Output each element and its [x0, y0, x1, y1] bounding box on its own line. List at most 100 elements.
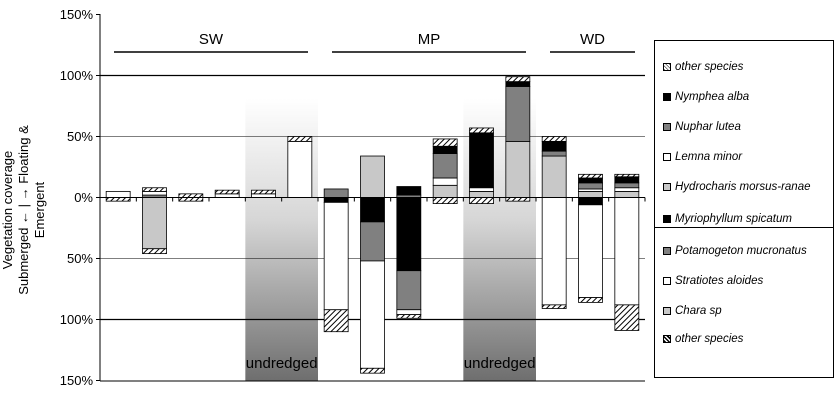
shaded-region-label-1: undredged: [246, 355, 318, 372]
bar-segment: [323, 197, 349, 203]
y-tick-label: 50%: [67, 251, 93, 266]
bar-segment: [541, 150, 567, 157]
bar-segment: [469, 132, 494, 189]
y-tick-label: 100%: [60, 312, 94, 327]
legend: other species Nymphea alba Nuphar lutea Lem…: [654, 40, 834, 378]
bar-segment: [541, 197, 567, 306]
bar-segment: [505, 197, 531, 202]
legend-item: Myriophyllum spicatum: [663, 211, 792, 227]
bar-segment: [214, 189, 240, 195]
bar-segment: [469, 190, 494, 198]
y-tick-label: 150%: [60, 373, 94, 388]
bar-segment: [614, 304, 640, 331]
bar-segment: [105, 190, 131, 198]
bar-segment: [469, 187, 494, 192]
bar-segment: [469, 197, 494, 204]
bar-segment: [360, 367, 385, 374]
y-tick-label: 150%: [60, 7, 94, 22]
bar-segment: [178, 197, 204, 202]
bar-segment: [614, 187, 640, 192]
legend-label: Chara sp: [675, 305, 722, 317]
legend-item: other species: [663, 331, 743, 347]
y-tick-label: 50%: [67, 129, 93, 144]
bar-segment: [578, 190, 603, 198]
bar-segment: [469, 127, 494, 134]
bar-segment: [323, 188, 349, 198]
bar-segment: [614, 190, 640, 198]
group-label-mp: MP: [418, 31, 441, 48]
shaded-region-1: [245, 60, 318, 381]
legend-item: Nuphar lutea: [663, 119, 741, 135]
bar-segment: [432, 177, 458, 186]
bar-segment: [505, 81, 531, 87]
bar-segment: [214, 193, 240, 198]
legend-label: Potamogeton mucronatus: [675, 245, 807, 257]
legend-swatch: [663, 93, 671, 101]
bar-segment: [142, 187, 167, 192]
bar-segment: [505, 140, 531, 198]
group-label-wd: WD: [580, 31, 605, 48]
bar-segment: [360, 155, 385, 198]
legend-label: Myriophyllum spicatum: [675, 213, 792, 225]
legend-item: Stratiotes aloides: [663, 273, 763, 289]
bar-segment: [578, 182, 603, 190]
bar-segment: [578, 297, 603, 303]
legend-swatch: [663, 63, 671, 71]
bar-segment: [505, 76, 531, 83]
legend-label: Hydrocharis morsus-ranae: [675, 181, 811, 193]
bar-segment: [105, 197, 131, 202]
y-tick-label: 0%: [74, 190, 93, 205]
bar-segment: [614, 197, 640, 306]
y-tick-label: 100%: [60, 68, 94, 83]
legend-label: Lemna minor: [675, 151, 743, 163]
legend-swatch: [663, 335, 671, 343]
bar-segment: [287, 140, 313, 198]
bar-segment: [287, 136, 313, 142]
group-label-sw: SW: [199, 31, 224, 48]
bar-segment: [541, 136, 567, 142]
legend-item: Hydrocharis morsus-ranae: [663, 179, 811, 195]
bar-segment: [432, 138, 458, 147]
bar-segment: [578, 197, 603, 206]
legend-item: Chara sp: [663, 303, 722, 319]
bar-segment: [142, 248, 167, 255]
legend-divider: [655, 227, 833, 228]
bar-segment: [432, 145, 458, 154]
legend-swatch: [663, 215, 671, 223]
legend-label: Nuphar lutea: [675, 121, 741, 133]
legend-swatch: [663, 247, 671, 255]
bar-segment: [396, 270, 422, 311]
bar-segment: [323, 309, 349, 333]
bar-segment: [360, 260, 385, 369]
y-axis-title-line-2: Submerged ← | → Floating & Emergent: [16, 125, 47, 295]
legend-label: Nymphea alba: [675, 91, 750, 103]
bar-segment: [432, 153, 458, 179]
legend-swatch: [663, 183, 671, 191]
bar-segment: [432, 197, 458, 204]
bar-segment: [614, 182, 640, 189]
bar-segment: [360, 197, 385, 223]
bar-segment: [396, 309, 422, 316]
bar-segment: [396, 197, 422, 272]
bar-segment: [541, 140, 567, 152]
bar-segment: [251, 193, 276, 198]
legend-item: Nymphea alba: [663, 89, 749, 105]
bar-segment: [614, 176, 640, 184]
legend-swatch: [663, 123, 671, 131]
legend-label: other species: [675, 333, 744, 345]
bar-segment: [396, 186, 422, 196]
bar-segment: [142, 197, 167, 250]
legend-item: Lemna minor: [663, 149, 742, 165]
bar-segment: [178, 193, 204, 198]
legend-swatch: [663, 277, 671, 285]
legend-label: other species: [675, 61, 744, 73]
legend-label: Stratiotes aloides: [675, 275, 764, 287]
bar-segment: [251, 189, 276, 195]
y-axis-title-line-1: Vegetation coverage: [0, 150, 15, 270]
bar-segment: [505, 86, 531, 142]
legend-item: other species: [663, 59, 743, 75]
y-axis-title: Vegetation coverage Submerged ← | → Floa…: [0, 100, 47, 320]
bar-segment: [396, 314, 422, 319]
